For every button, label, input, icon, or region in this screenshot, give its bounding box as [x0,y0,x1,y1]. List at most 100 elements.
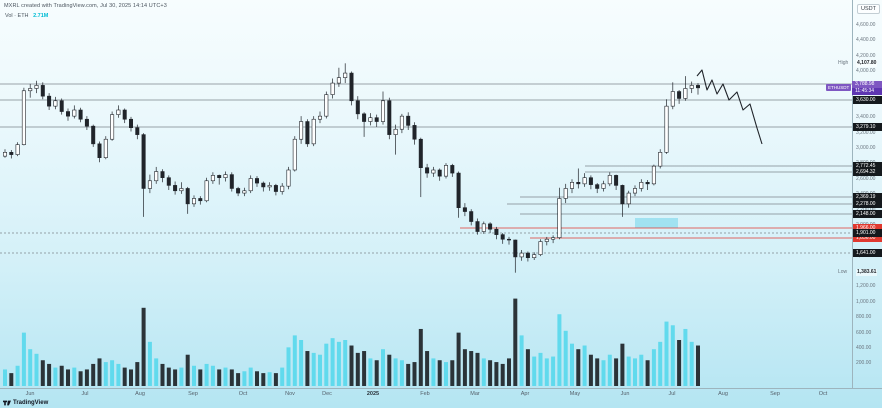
volume-bar [450,360,455,386]
candle-body [513,239,518,258]
time-axis-label[interactable]: Jun [620,391,630,397]
candle-body [576,182,581,185]
candle-body [689,85,694,89]
time-axis-label[interactable]: Oct [238,391,248,397]
volume-legend-value: 2.71M [33,13,49,19]
candle-body [267,185,272,188]
time-axis-label[interactable]: Sep [770,391,780,397]
candle-body [40,85,45,97]
volume-bar [696,345,700,386]
volume-bar [626,356,631,386]
candle-body [670,91,675,107]
volume-bar [525,349,530,386]
volume-bar [614,358,619,386]
last-price-label: 3,788.98 [852,80,882,88]
volume-bar [570,343,574,386]
price-line-label[interactable]: 2,694.32 [853,168,882,176]
volume-bar [362,351,367,386]
time-axis-label[interactable]: Sep [188,391,198,397]
symbol-flag-badge[interactable]: ETHUSDT [826,84,852,92]
highlight-zone[interactable] [635,218,678,228]
price-line-label[interactable]: 1,966.00 [853,224,882,232]
price-axis-label: 2,600.00 [856,175,876,182]
volume-bar [72,367,77,386]
time-axis-label[interactable]: 2025 [366,391,380,397]
volume-bar [173,369,178,386]
candle-body [614,175,619,186]
price-line-label[interactable]: 1,901.00 [853,229,882,237]
high-tag: High [838,59,849,66]
low-tag: Low [838,269,848,276]
time-axis-label[interactable]: Aug [718,391,728,397]
volume-bar [639,354,644,386]
price-line-label[interactable]: 1,836.00 [853,234,882,242]
candle-body [135,127,140,135]
price-axis[interactable]: USDT 4,600.00 4,400.00 4,200.00 4,000.00 3,4… [852,0,882,388]
candle-body [248,178,253,192]
volume-bar [141,307,146,386]
volume-bar [286,347,291,386]
time-axis-label[interactable]: Jul [81,391,89,397]
candle-body [103,138,108,158]
time-axis-label[interactable]: Jun [25,391,35,397]
price-line-label[interactable]: 3,279.10 [853,123,882,131]
price-line-label[interactable]: 1,641.00 [853,249,882,257]
price-line-label[interactable]: 2,148.00 [853,210,882,218]
last-price-box: 3,788.98 11:45:34 [852,80,882,95]
time-axis-label[interactable]: Mar [470,391,480,397]
price-line-label[interactable]: 3,630.00 [853,96,882,104]
candle-body [185,188,190,205]
volume-bar [299,340,304,386]
volume-bar [563,330,568,386]
candle-body [494,228,499,235]
price-line-label[interactable]: 2,278.00 [853,200,882,208]
candle-body [683,88,688,99]
volume-bar [242,371,247,386]
candle-body [210,175,215,182]
volume-bar [84,369,89,386]
price-line-label[interactable]: 2,772.45 [853,162,882,170]
time-axis-label[interactable]: Oct [818,391,828,397]
candle-body [368,117,373,122]
time-axis-label[interactable]: Nov [285,391,295,397]
volume-bar [336,341,341,386]
price-axis-label: 4,200.00 [856,52,876,59]
time-axis-label[interactable]: May [569,391,581,397]
volume-bar [481,358,486,386]
tradingview-logo-text: TradingView [13,400,49,406]
candle-body [532,254,537,258]
time-axis-label[interactable]: Jul [668,391,676,397]
candle-body [223,174,228,178]
candle-body [21,90,26,145]
tradingview-logo[interactable]: TradingView [3,399,48,407]
candle-body [236,188,241,194]
candle-body [273,185,278,192]
candle-body [500,234,505,240]
volume-bar [97,358,102,386]
candle-body [261,182,266,188]
volume-bar [557,314,562,386]
time-axis-label[interactable]: Apr [520,391,530,397]
volume-bar [387,354,392,386]
candle-body [34,85,39,89]
trend-projection-drawing[interactable] [696,69,763,145]
volume-bar [500,363,505,386]
candle-body [651,165,656,185]
volume-bar [607,354,612,386]
price-axis-label: 3,200.00 [856,129,876,136]
volume-bar [677,340,682,386]
candle-body [431,169,436,174]
volume-bar [198,369,203,386]
volume-legend[interactable]: Vol · ETH 2.71M [5,13,48,19]
time-axis-label[interactable]: Aug [135,391,145,397]
time-axis-label[interactable]: Dec [322,391,332,397]
volume-bar [311,352,316,386]
volume-bar [418,328,423,386]
price-line-label[interactable]: 2,369.19 [853,193,882,201]
time-axis-label[interactable]: Feb [420,391,430,397]
time-axis[interactable]: TradingView Jun Jul Aug Sep Oct Nov Dec 2025 Feb… [0,388,882,408]
volume-bar [431,358,436,386]
candle-body [607,175,612,185]
